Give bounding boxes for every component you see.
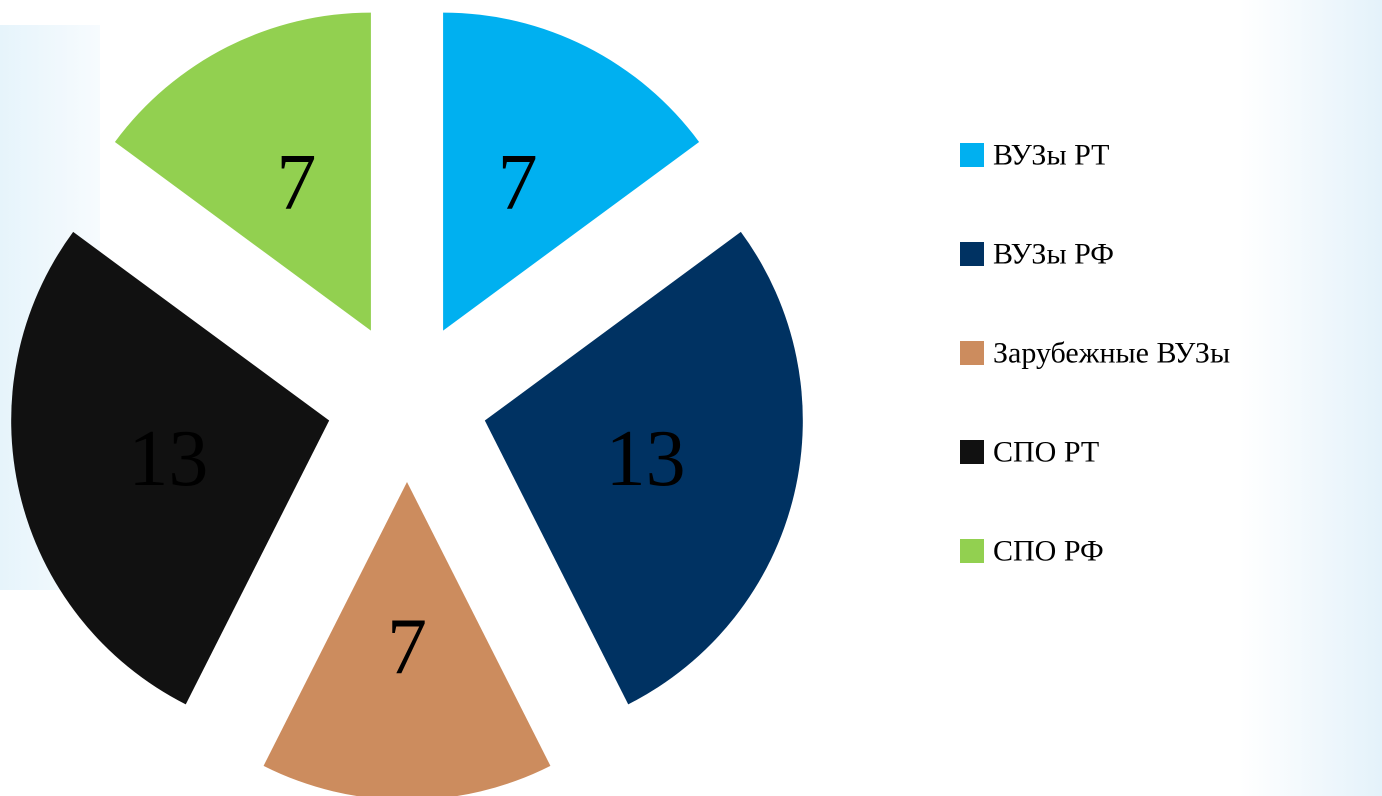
data-label: 13	[606, 415, 686, 503]
data-label: 7	[276, 139, 316, 227]
pie-slice	[114, 12, 371, 331]
legend-swatch	[960, 143, 984, 167]
legend-swatch	[960, 440, 984, 464]
legend-swatch	[960, 539, 984, 563]
data-label: 7	[387, 603, 427, 691]
legend-label: СПО РФ	[993, 535, 1104, 568]
legend-label: Зарубежные ВУЗы	[993, 337, 1230, 370]
pie-slice	[484, 231, 803, 705]
data-label: 13	[128, 415, 208, 503]
pie-slice	[263, 482, 551, 796]
data-label: 7	[498, 139, 538, 227]
pie-slice	[11, 231, 330, 705]
legend-label: ВУЗы РТ	[993, 139, 1109, 172]
legend-label: ВУЗы РФ	[993, 238, 1114, 271]
legend-swatch	[960, 341, 984, 365]
pie-slice	[443, 12, 700, 331]
legend-label: СПО РТ	[993, 436, 1099, 469]
legend-swatch	[960, 242, 984, 266]
background-panel	[1240, 0, 1382, 796]
